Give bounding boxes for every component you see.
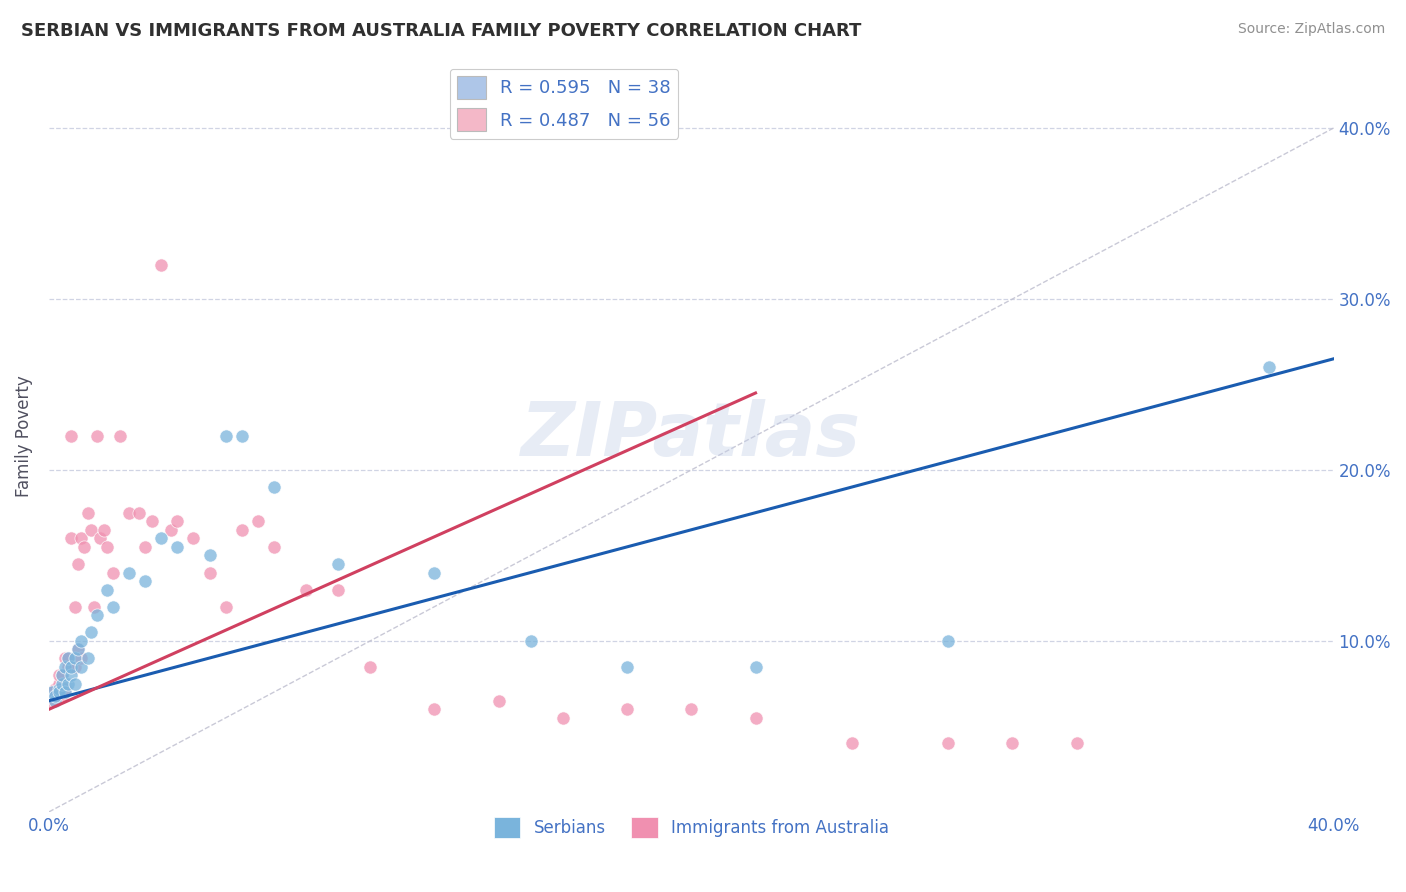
Point [93,523,115,537]
Point [53,659,76,673]
Point [53,685,76,699]
Point [103,599,125,614]
Point [616,702,638,716]
Point [423,566,446,580]
Point [58,651,80,665]
Point [681,702,703,716]
Point [70,659,93,673]
Point [295,582,318,597]
Text: Source: ZipAtlas.com: Source: ZipAtlas.com [1237,22,1385,37]
Point [744,659,766,673]
Point [519,634,541,648]
Point [76,506,98,520]
Point [51,689,73,703]
Point [70,651,93,665]
Point [83,599,105,614]
Text: ZIPatlas: ZIPatlas [522,400,862,472]
Point [66,557,89,571]
Point [326,582,349,597]
Point [63,599,86,614]
Point [183,531,205,545]
Point [44,689,66,703]
Point [41,685,63,699]
Point [108,428,131,442]
Point [150,258,173,272]
Point [423,702,446,716]
Point [53,651,76,665]
Point [118,506,141,520]
Point [48,676,70,690]
Point [53,681,76,696]
Point [103,566,125,580]
Point [80,523,103,537]
Point [44,694,66,708]
Point [76,651,98,665]
Point [936,634,959,648]
Point [41,694,63,708]
Point [141,514,163,528]
Point [134,540,156,554]
Point [70,634,93,648]
Point [80,625,103,640]
Point [60,659,83,673]
Point [150,531,173,545]
Point [551,711,574,725]
Point [58,659,80,673]
Legend: Serbians, Immigrants from Australia: Serbians, Immigrants from Australia [486,810,896,845]
Point [70,531,93,545]
Point [359,659,381,673]
Point [48,681,70,696]
Y-axis label: Family Poverty: Family Poverty [15,375,32,497]
Point [89,531,111,545]
Point [118,566,141,580]
Point [66,642,89,657]
Point [44,689,66,703]
Point [60,531,83,545]
Point [60,668,83,682]
Point [51,676,73,690]
Point [86,428,108,442]
Point [63,659,86,673]
Point [488,694,510,708]
Point [841,737,863,751]
Point [86,608,108,623]
Point [134,574,156,588]
Point [58,676,80,690]
Point [616,659,638,673]
Point [166,514,188,528]
Point [128,506,150,520]
Point [66,642,89,657]
Point [744,711,766,725]
Point [263,480,285,494]
Point [63,651,86,665]
Point [936,737,959,751]
Point [326,557,349,571]
Point [1001,737,1024,751]
Point [160,523,183,537]
Point [214,599,236,614]
Point [58,651,80,665]
Point [51,668,73,682]
Point [1066,737,1088,751]
Point [96,540,118,554]
Point [231,523,253,537]
Point [48,685,70,699]
Point [263,540,285,554]
Point [214,428,236,442]
Point [198,549,221,563]
Text: SERBIAN VS IMMIGRANTS FROM AUSTRALIA FAMILY POVERTY CORRELATION CHART: SERBIAN VS IMMIGRANTS FROM AUSTRALIA FAM… [21,22,862,40]
Point [73,540,96,554]
Point [60,428,83,442]
Point [41,685,63,699]
Point [1258,360,1281,375]
Point [48,668,70,682]
Point [246,514,269,528]
Point [198,566,221,580]
Point [51,668,73,682]
Point [96,582,118,597]
Point [44,681,66,696]
Point [231,428,253,442]
Point [63,676,86,690]
Point [166,540,188,554]
